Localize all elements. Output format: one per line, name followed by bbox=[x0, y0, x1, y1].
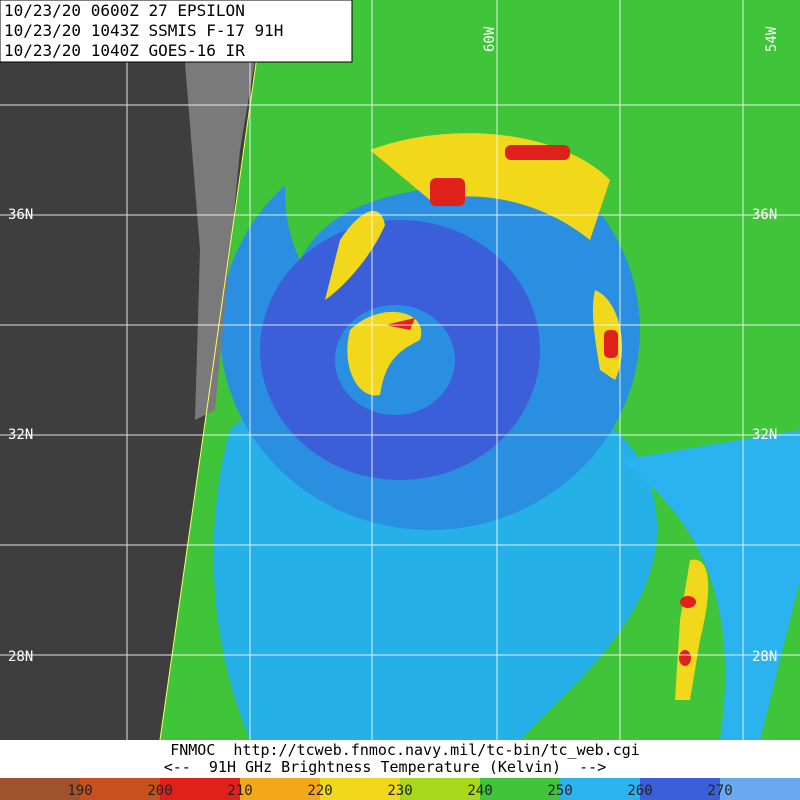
colorbar-tick-label: 230 bbox=[387, 783, 412, 799]
colorbar-tick-label: 210 bbox=[227, 783, 252, 799]
footer-line: <-- 91H GHz Brightness Temperature (Kelv… bbox=[164, 758, 607, 776]
lat-label: 28N bbox=[8, 649, 33, 665]
colorbar-segment bbox=[720, 778, 800, 800]
colorbar-segment bbox=[320, 778, 400, 800]
colorbar-segment bbox=[640, 778, 720, 800]
lat-label: 32N bbox=[752, 427, 777, 443]
colorbar-tick-label: 260 bbox=[627, 783, 652, 799]
colorbar-segment bbox=[400, 778, 480, 800]
lat-label: 36N bbox=[8, 207, 33, 223]
footer: FNMOC http://tcweb.fnmoc.navy.mil/tc-bin… bbox=[0, 740, 800, 778]
colorbar-tick-label: 220 bbox=[307, 783, 332, 799]
footer-line: FNMOC http://tcweb.fnmoc.navy.mil/tc-bin… bbox=[170, 741, 640, 759]
colorbar-segment bbox=[560, 778, 640, 800]
colorbar-segment bbox=[480, 778, 560, 800]
grid-labels: 60W 54W 36N 36N 32N 32N 28N 28N bbox=[8, 26, 780, 665]
colorbar-segment bbox=[80, 778, 160, 800]
imagery bbox=[0, 0, 800, 741]
lon-label: 54W bbox=[764, 26, 780, 52]
lon-label: 60W bbox=[482, 26, 498, 52]
colorbar-segment bbox=[0, 778, 80, 800]
colorbar-tick-label: 240 bbox=[467, 783, 492, 799]
lat-label: 32N bbox=[8, 427, 33, 443]
colorbar-tick-label: 270 bbox=[707, 783, 732, 799]
header-line: 10/23/20 1043Z SSMIS F-17 91H bbox=[4, 21, 283, 40]
colorbar: 190 200 210 220 230 240 250 260 270 bbox=[0, 778, 800, 800]
lat-label: 36N bbox=[752, 207, 777, 223]
lat-label: 28N bbox=[752, 649, 777, 665]
colorbar-tick-label: 190 bbox=[67, 783, 92, 799]
colorbar-tick-label: 250 bbox=[547, 783, 572, 799]
grid bbox=[0, 0, 800, 740]
header-line: 10/23/20 1040Z GOES-16 IR bbox=[4, 41, 245, 60]
header: 10/23/20 0600Z 27 EPSILON 10/23/20 1043Z… bbox=[0, 0, 353, 63]
colorbar-segment bbox=[240, 778, 320, 800]
colorbar-tick-label: 200 bbox=[147, 783, 172, 799]
header-line: 10/23/20 0600Z 27 EPSILON bbox=[4, 1, 245, 20]
colorbar-segment bbox=[160, 778, 240, 800]
